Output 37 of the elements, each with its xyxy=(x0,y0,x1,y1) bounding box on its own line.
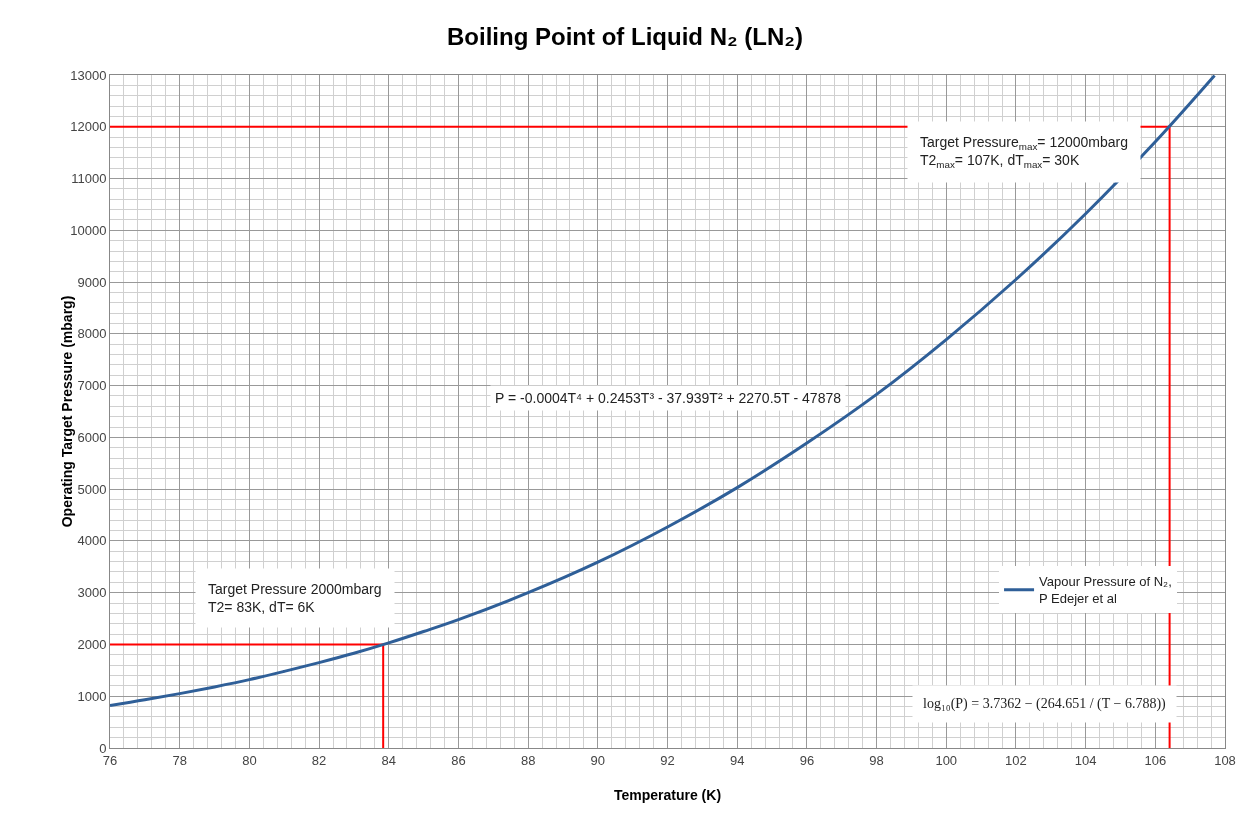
x-tick-label: 92 xyxy=(660,752,675,768)
y-tick-label: 4000 xyxy=(77,533,107,549)
text: Target Pressure$_{max}$= 12000mbarg T2$_{max}$= 107K, dT$_{max}$= 30K xyxy=(920,134,1129,171)
y-tick-label: 5000 xyxy=(77,481,107,497)
x-tick-label: 108 xyxy=(1214,752,1236,768)
x-tick-label: 104 xyxy=(1074,752,1097,768)
x-tick-label: 84 xyxy=(381,752,396,768)
x-tick-label: 100 xyxy=(935,752,958,768)
y-tick-label: 13000 xyxy=(70,67,107,83)
x-tick-label: 78 xyxy=(172,752,187,768)
x-tick-label: 82 xyxy=(311,752,327,768)
y-tick-label: 1000 xyxy=(77,688,107,704)
x-tick-label: 80 xyxy=(242,752,257,768)
x-axis-title: Temperature (K) xyxy=(613,787,722,803)
y-tick-label: 10000 xyxy=(70,222,107,238)
y-tick-label: 11000 xyxy=(71,171,107,187)
x-tick-label: 94 xyxy=(729,752,745,768)
x-tick-label: 96 xyxy=(799,752,815,768)
x-tick-label: 90 xyxy=(590,752,606,768)
y-tick-label: 3000 xyxy=(77,585,107,601)
x-tick-label: 86 xyxy=(451,752,466,768)
y-tick-label: 8000 xyxy=(77,326,107,342)
y-tick-label: 6000 xyxy=(77,429,107,445)
y-axis-title: Operating Target Pressure (mbarg) xyxy=(59,295,75,528)
annotation: log₁₀(P) = 3.7362 − (264.651 / (T − 6.788)) xyxy=(923,696,1167,712)
x-tick-label: 102 xyxy=(1005,752,1027,768)
y-tick-label: 2000 xyxy=(77,637,107,653)
annotation: P = -0.0004T⁴ + 0.2453T³ - 37.939T² + 2270.5T - 47878 xyxy=(495,390,842,406)
x-tick-label: 98 xyxy=(869,752,884,768)
x-tick-label: 88 xyxy=(520,752,536,768)
y-tick-label: 12000 xyxy=(70,119,107,135)
chart-title: Boiling Point of Liquid N₂ (LN₂) xyxy=(447,23,803,51)
x-tick-label: 106 xyxy=(1144,752,1167,768)
y-tick-label: 9000 xyxy=(77,274,107,290)
annotation: Target Pressure 2000mbarg T2= 83K, dT= 6K xyxy=(208,581,382,616)
legend-label: Vapour Pressure of N₂, P Edejer et al xyxy=(1039,574,1172,607)
y-tick-label: 7000 xyxy=(77,378,107,394)
